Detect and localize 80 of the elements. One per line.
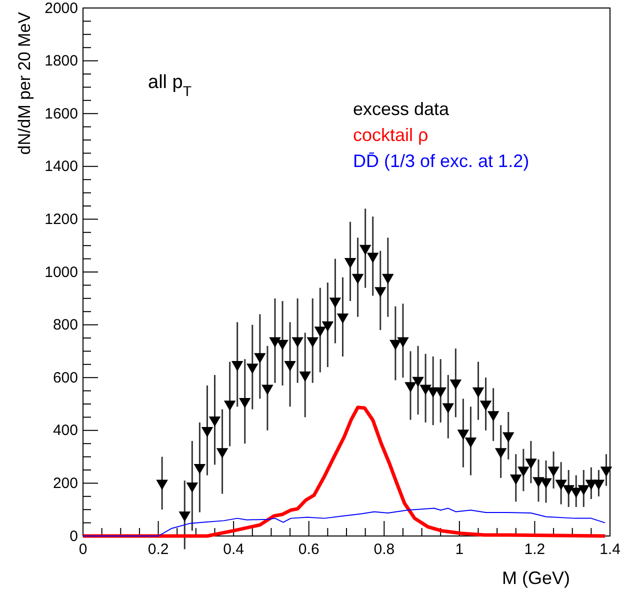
- y-tick-label: 400: [52, 422, 78, 440]
- point: [269, 337, 281, 348]
- point: [246, 364, 258, 374]
- point: [306, 337, 319, 348]
- y-tick-label: 1600: [44, 105, 78, 122]
- x-tick-label: 0.4: [223, 541, 244, 558]
- point: [442, 403, 454, 414]
- point: [548, 466, 560, 477]
- point: [457, 430, 470, 440]
- point: [494, 448, 507, 458]
- text: cocktail ρ: [353, 125, 428, 145]
- x-tick-label: 1: [455, 541, 464, 558]
- point: [390, 340, 402, 350]
- point: [397, 337, 409, 348]
- point: [194, 464, 206, 474]
- point: [336, 313, 349, 324]
- point: [186, 482, 198, 493]
- y-tick-label: 1000: [44, 264, 78, 281]
- point: [434, 387, 446, 398]
- line-series: [82, 508, 606, 536]
- point: [480, 400, 492, 411]
- x-tick-label: 0.6: [298, 541, 320, 558]
- point: [216, 448, 228, 458]
- point: [359, 244, 372, 256]
- y-tick-label: 0: [70, 528, 78, 545]
- point: [299, 372, 311, 382]
- point: [156, 480, 168, 490]
- x-tick-label: 0.8: [374, 541, 395, 558]
- point: [262, 384, 274, 395]
- y-tick-label: 600: [52, 369, 78, 386]
- point: [540, 478, 552, 488]
- point: [238, 398, 251, 408]
- y-tick-label: 1800: [44, 52, 78, 70]
- y-tick-label: 800: [52, 316, 78, 334]
- x-axis-title: M (GeV): [502, 568, 570, 588]
- point: [420, 384, 432, 395]
- point: [555, 480, 567, 490]
- point: [201, 427, 214, 438]
- annotation: all p$_{T}$: [148, 72, 192, 100]
- point: [178, 511, 191, 522]
- point: [487, 411, 500, 422]
- x-tick-label: 1.2: [524, 541, 546, 558]
- point: [404, 382, 416, 392]
- point: [374, 287, 386, 298]
- point: [562, 485, 574, 496]
- point: [578, 485, 590, 496]
- point: [329, 298, 342, 308]
- point: [570, 488, 582, 498]
- point: [525, 458, 537, 469]
- point: [382, 274, 394, 284]
- point: [254, 353, 266, 364]
- text: DD̄ (1/3 of exc. at 1.2): [353, 151, 530, 171]
- point: [412, 376, 424, 388]
- point: [502, 432, 514, 442]
- point: [314, 326, 326, 337]
- y-axis-title: dN/dM per 20 MeV: [15, 11, 34, 155]
- point: [464, 438, 477, 448]
- text: excess data: [353, 99, 450, 119]
- point: [600, 466, 612, 477]
- x-tick-label: 1.4: [600, 541, 620, 558]
- point: [344, 258, 356, 268]
- point: [592, 480, 605, 490]
- y-tick-label: 1400: [44, 158, 78, 176]
- point: [510, 474, 522, 485]
- point: [224, 400, 236, 411]
- y-tick-label: 200: [52, 475, 78, 492]
- y-tick-label: 1200: [44, 211, 78, 228]
- point: [292, 337, 304, 348]
- point: [366, 252, 379, 263]
- point: [322, 321, 334, 332]
- point: [276, 340, 288, 350]
- point: [352, 274, 364, 284]
- point: [284, 361, 296, 372]
- point: [231, 361, 244, 372]
- x-tick-label: 0.2: [148, 541, 169, 558]
- point: [472, 387, 484, 398]
- point: [450, 379, 462, 390]
- point: [518, 466, 530, 477]
- point: [208, 416, 221, 427]
- y-tick-label: 2000: [44, 0, 78, 17]
